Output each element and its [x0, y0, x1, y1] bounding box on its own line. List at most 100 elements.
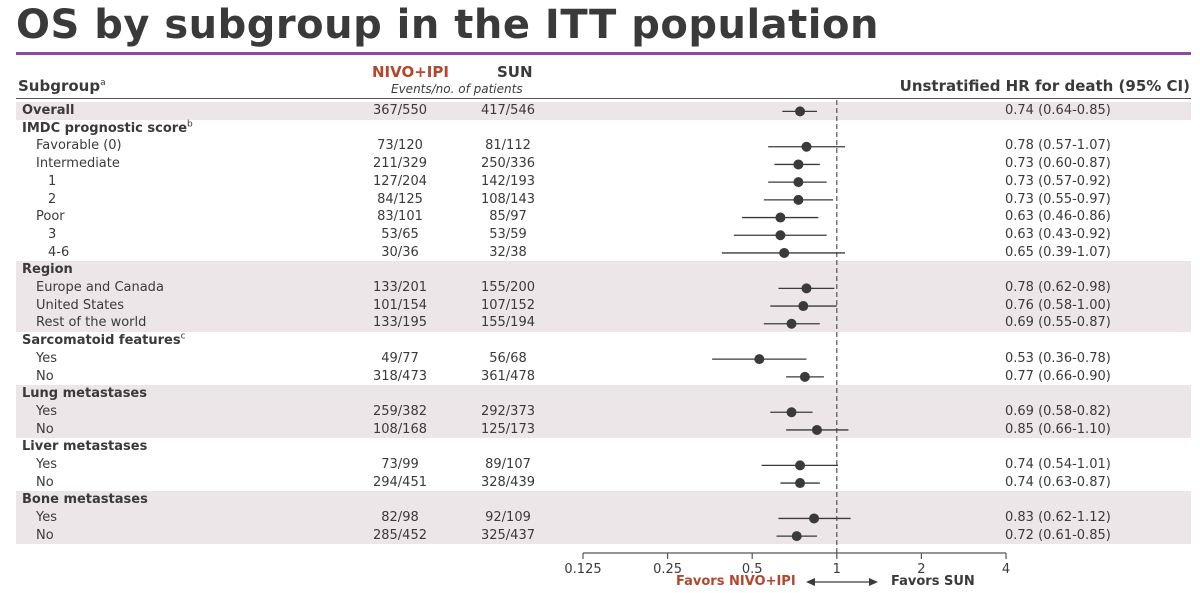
- hr-ci-value: 0.78 (0.57-1.07): [1005, 138, 1111, 154]
- sun-events: 89/107: [485, 457, 531, 472]
- hr-ci-value: 0.53 (0.36-0.78): [1005, 350, 1111, 366]
- sun-events: 81/112: [485, 138, 531, 154]
- subgroup-label: Sarcomatoid featuresc: [22, 331, 186, 349]
- hr-point: [775, 212, 786, 223]
- x-tick-label: 0.5: [742, 562, 763, 577]
- table-row: Poor 83/101 85/97 0.63 (0.46-0.86): [0, 208, 1200, 226]
- subgroup-label: Rest of the world: [36, 315, 147, 331]
- subgroup-label: Yes: [36, 457, 57, 472]
- table-row: 1 127/204 142/193 0.73 (0.57-0.92): [0, 173, 1200, 191]
- nivo-events: 73/120: [377, 138, 423, 154]
- hr-ci-value: 0.78 (0.62-0.98): [1005, 280, 1111, 295]
- sun-events: 32/38: [489, 244, 527, 260]
- hr-ci-value: 0.77 (0.66-0.90): [1005, 368, 1111, 384]
- table-row: No 285/452 325/437 0.72 (0.61-0.85): [0, 527, 1200, 545]
- table-row: Intermediate 211/329 250/336 0.73 (0.60-0.8…: [0, 155, 1200, 173]
- hr-point: [779, 247, 790, 258]
- hr-point: [795, 478, 806, 489]
- table-row: No 108/168 125/173 0.85 (0.66-1.10): [0, 421, 1200, 439]
- x-tick-label: 2: [917, 562, 925, 577]
- nivo-events: 49/77: [381, 350, 419, 366]
- hr-point: [793, 159, 804, 170]
- nivo-events: 108/168: [372, 421, 427, 437]
- sun-events: 328/439: [480, 474, 535, 490]
- subgroup-label: Favorable (0): [36, 138, 122, 154]
- hr-ci-value: 0.69 (0.55-0.87): [1005, 315, 1111, 331]
- nivo-events: 133/201: [372, 280, 427, 295]
- title-rule: [16, 52, 1191, 55]
- sun-events: 292/373: [480, 403, 535, 419]
- hr-point: [798, 301, 809, 312]
- hr-point: [801, 283, 812, 294]
- hr-point: [811, 424, 822, 435]
- subgroup-label: Poor: [36, 209, 65, 225]
- table-row: Bone metastases: [0, 491, 1200, 509]
- table-row: Rest of the world 133/195 155/194 0.69 (0.5…: [0, 314, 1200, 332]
- table-row: Yes 49/77 56/68 0.53 (0.36-0.78): [0, 350, 1200, 368]
- table-row: No 294/451 328/439 0.74 (0.63-0.87): [0, 474, 1200, 492]
- sun-events: 85/97: [489, 209, 527, 225]
- subgroup-label: Overall: [22, 103, 75, 118]
- hr-point: [795, 106, 806, 117]
- hr-point: [799, 371, 810, 382]
- table-row: Sarcomatoid featuresc: [0, 332, 1200, 350]
- table-row: Lung metastases: [0, 385, 1200, 403]
- nivo-events: 30/36: [381, 244, 419, 260]
- subgroup-label: Bone metastases: [22, 492, 148, 508]
- favors-arrow-right-head: [869, 578, 878, 586]
- nivo-events: 101/154: [372, 297, 427, 313]
- subgroup-header: Subgroupa: [18, 77, 106, 95]
- hr-point: [793, 177, 804, 188]
- sun-events: 125/173: [480, 421, 535, 437]
- page-title: OS by subgroup in the ITT population: [16, 2, 879, 48]
- nivo-events: 318/473: [372, 368, 427, 384]
- nivo-events: 367/550: [372, 103, 427, 118]
- sun-events: 56/68: [489, 350, 527, 366]
- hr-header: Unstratified HR for death (95% CI): [899, 77, 1190, 95]
- sun-events: 325/437: [480, 527, 535, 543]
- hr-ci-value: 0.63 (0.43-0.92): [1005, 226, 1111, 242]
- table-row: Europe and Canada 133/201 155/200 0.78 (0.6…: [0, 279, 1200, 297]
- subgroup-label: 4-6: [48, 244, 70, 260]
- header-rule: [16, 98, 1191, 99]
- subgroup-label: 3: [48, 226, 57, 242]
- subgroup-label: Liver metastases: [22, 439, 148, 455]
- table-row: 3 53/65 53/59 0.63 (0.43-0.92): [0, 226, 1200, 244]
- x-tick-label: 4: [1002, 562, 1010, 577]
- hr-ci-value: 0.65 (0.39-1.07): [1005, 244, 1111, 260]
- nivo-events: 211/329: [372, 156, 427, 172]
- table-row: Liver metastases: [0, 438, 1200, 456]
- table-row: No 318/473 361/478 0.77 (0.66-0.90): [0, 368, 1200, 386]
- hr-point: [791, 531, 802, 542]
- subgroup-label: Yes: [36, 403, 57, 419]
- events-subheader: Events/no. of patients: [391, 82, 523, 96]
- hr-ci-value: 0.76 (0.58-1.00): [1005, 297, 1111, 313]
- table-row: 2 84/125 108/143 0.73 (0.55-0.97): [0, 191, 1200, 209]
- sun-events: 250/336: [480, 156, 535, 172]
- table-row: Yes 259/382 292/373 0.69 (0.58-0.82): [0, 403, 1200, 421]
- sun-header: SUN: [497, 63, 533, 81]
- subgroup-label: Intermediate: [36, 156, 120, 172]
- group-band: [16, 491, 1191, 545]
- subgroup-label: Yes: [36, 350, 57, 366]
- hr-ci-value: 0.72 (0.61-0.85): [1005, 527, 1111, 543]
- hr-ci-value: 0.74 (0.63-0.87): [1005, 474, 1111, 490]
- nivo-events: 73/99: [381, 457, 419, 472]
- nivo-events: 127/204: [372, 173, 427, 189]
- sun-events: 53/59: [489, 226, 527, 242]
- hr-point: [786, 407, 797, 418]
- sun-events: 417/546: [480, 103, 535, 118]
- hr-point: [793, 194, 804, 205]
- sun-events: 155/194: [480, 315, 535, 331]
- subgroup-label: No: [36, 421, 54, 437]
- hr-ci-value: 0.73 (0.55-0.97): [1005, 191, 1111, 207]
- nivo-events: 294/451: [372, 474, 427, 490]
- nivo-events: 83/101: [377, 209, 423, 225]
- table-row: Favorable (0) 73/120 81/112 0.78 (0.57-1.07…: [0, 137, 1200, 155]
- x-tick-label: 1: [833, 562, 841, 577]
- table-row: Yes 82/98 92/109 0.83 (0.62-1.12): [0, 509, 1200, 527]
- hr-point: [801, 141, 812, 152]
- subgroup-label: Region: [22, 262, 73, 278]
- favors-nivo-label: Favors NIVO+IPI: [676, 574, 796, 589]
- subgroup-label: Europe and Canada: [36, 280, 164, 295]
